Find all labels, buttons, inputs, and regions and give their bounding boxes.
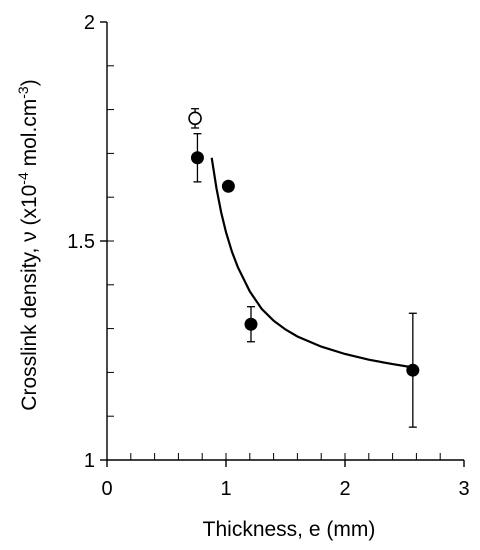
y-tick-label: 1: [84, 450, 95, 472]
x-tick-label: 3: [458, 478, 469, 500]
y-tick-label: 2: [84, 12, 95, 34]
minor-ticks: [107, 65, 441, 460]
x-tick-label: 0: [101, 478, 112, 500]
data-point: [244, 317, 258, 331]
y-axis-title: Crosslink density, ν (x10-4 mol.cm-3): [15, 79, 41, 410]
data-point: [190, 151, 204, 165]
data-marks: [188, 108, 420, 428]
y-tick-label: 1.5: [67, 231, 95, 253]
data-point: [406, 363, 420, 377]
x-tick-label: 2: [339, 478, 350, 500]
y-axis-title-middle: mol.cm: [18, 99, 41, 173]
y-axis-title-exp1: -4: [15, 172, 31, 185]
data-point-open: [188, 111, 202, 126]
fit-curve: [210, 157, 417, 370]
x-tick-label: 1: [220, 478, 231, 500]
x-axis-title: Thickness, e (mm): [203, 518, 376, 541]
y-axis-title-exp2: -3: [15, 86, 31, 99]
data-point: [221, 179, 235, 193]
axes: [100, 21, 465, 467]
y-axis-title-prefix: Crosslink density, ν (x10: [18, 185, 41, 411]
tick-labels: 11.520 1 2 3: [67, 12, 469, 500]
y-axis-title-suffix: ): [18, 79, 41, 86]
fit-curve-group: [210, 157, 417, 370]
